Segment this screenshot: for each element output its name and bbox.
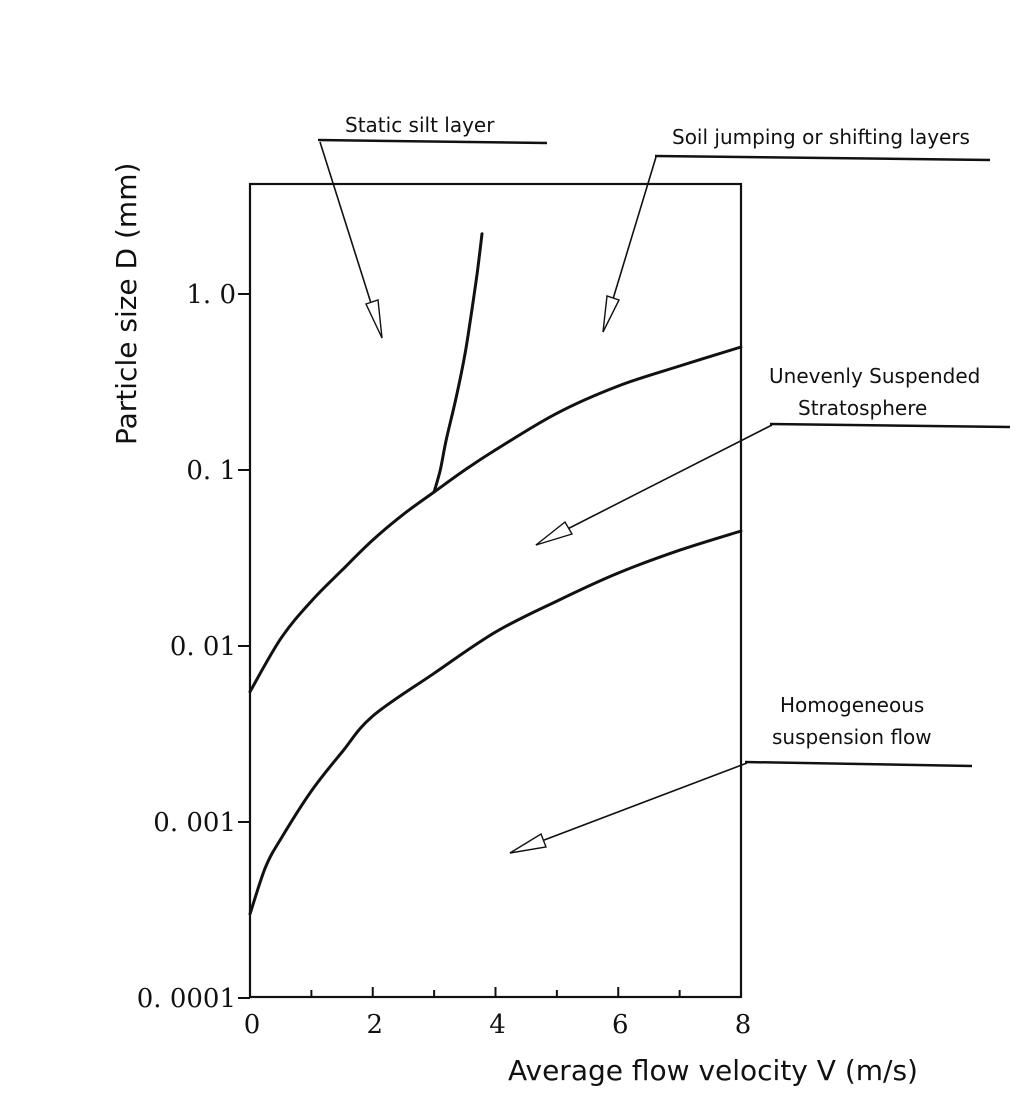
- annotation-homogeneous-leader: [509, 760, 973, 854]
- annotation-static-silt-leader: [317, 138, 548, 339]
- annotation-uneven-leader: [535, 422, 1011, 546]
- y-axis-title: Particle size D (mm): [110, 163, 143, 445]
- annotation-homogeneous-line: [509, 762, 748, 854]
- annotation-soil-jumping-leader: [602, 154, 991, 333]
- plot-frame: [248, 182, 743, 999]
- annotation-static-silt-shelf: [317, 138, 548, 145]
- x-tick-label-0: 0: [244, 1010, 261, 1040]
- annotation-uneven-line: [535, 424, 773, 546]
- y-tick-label-4: 0. 0001: [137, 984, 236, 1014]
- x-tick-label-1: 2: [366, 1010, 383, 1040]
- annotation-homogeneous-shelf: [744, 760, 973, 768]
- y-axis: 1. 0 0. 1 0. 01 0. 001 0. 0001: [137, 280, 250, 1014]
- annotation-uneven-arrowhead: [535, 520, 574, 546]
- x-tick-label-3: 6: [612, 1010, 629, 1040]
- y-tick-label-2: 0. 01: [170, 632, 236, 662]
- series-curve-0: [432, 232, 484, 494]
- series-curve-1: [248, 345, 743, 694]
- annotation-uneven-line2: Stratosphere: [798, 396, 927, 420]
- y-tick-label-1: 0. 1: [186, 456, 236, 486]
- annotation-static-silt: Static silt layer: [345, 113, 495, 137]
- x-tick-label-2: 4: [489, 1010, 506, 1040]
- annotation-static-silt-arrowhead: [365, 299, 383, 339]
- annotation-homogeneous-arrowhead: [509, 832, 547, 854]
- annotation-homogeneous-line2: suspension flow: [772, 725, 932, 749]
- y-tick-label-0: 1. 0: [186, 280, 236, 310]
- y-tick-label-3: 0. 001: [153, 808, 236, 838]
- x-axis-title: Average flow velocity V (m/s): [508, 1054, 918, 1087]
- series-layer: [248, 232, 743, 916]
- x-tick-label-4: 8: [735, 1010, 752, 1040]
- annotation-homogeneous-line1: Homogeneous: [780, 693, 924, 717]
- series-curve-2: [248, 529, 743, 916]
- annotation-uneven-shelf: [769, 422, 1011, 429]
- x-axis: 0 2 4 6 8: [244, 987, 752, 1040]
- annotation-soil-jumping-arrowhead: [602, 295, 620, 333]
- annotation-soil-jumping: Soil jumping or shifting layers: [672, 125, 970, 149]
- annotation-uneven-line1: Unevenly Suspended: [769, 364, 980, 388]
- annotation-soil-jumping-shelf: [654, 154, 991, 162]
